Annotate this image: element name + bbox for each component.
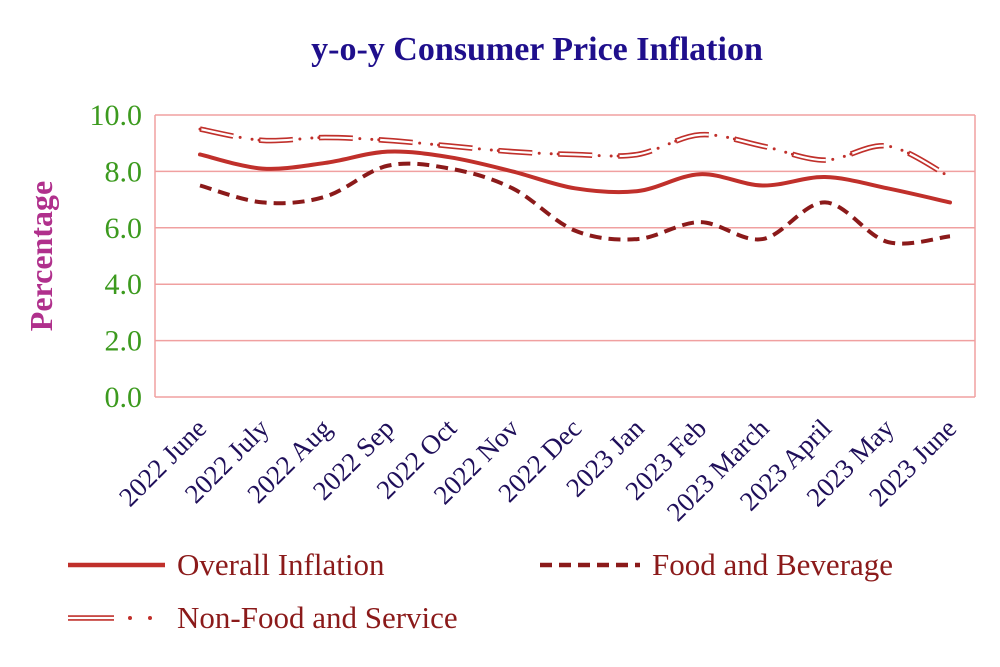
series-line-1 [198, 149, 952, 205]
legend-swatch-dot [148, 616, 152, 620]
series-line-3-inner [199, 128, 951, 179]
legend-item-2: Food and Beverage [540, 547, 893, 582]
series-line-3 [198, 126, 952, 180]
series-lines [198, 126, 952, 246]
series-line-1-stroke [198, 149, 952, 205]
legend-label: Non-Food and Service [177, 600, 458, 635]
legend-item-3: Non-Food and Service [68, 600, 458, 635]
series-line-2-stroke [199, 161, 951, 246]
y-tick-label: 2.0 [105, 325, 143, 358]
y-axis-label: Percentage [23, 181, 59, 331]
series-line-2 [199, 161, 951, 246]
gridlines [154, 114, 976, 398]
y-tick-label: 8.0 [105, 155, 143, 188]
y-tick-labels: 0.0 2.0 4.0 6.0 8.0 10.0 [90, 99, 143, 414]
series-line-3-outer [199, 126, 952, 180]
legend-item-1: Overall Inflation [68, 547, 385, 582]
legend: Overall Inflation Food and Beverage Non-Fo… [68, 547, 893, 635]
chart-title: y-o-y Consumer Price Inflation [311, 31, 763, 68]
legend-label: Overall Inflation [177, 547, 385, 582]
y-tick-label: 10.0 [90, 99, 143, 132]
legend-label: Food and Beverage [652, 547, 893, 582]
y-tick-label: 6.0 [105, 212, 143, 245]
legend-swatch-dot [128, 616, 132, 620]
y-tick-label: 4.0 [105, 268, 143, 301]
y-tick-label: 0.0 [105, 381, 143, 414]
